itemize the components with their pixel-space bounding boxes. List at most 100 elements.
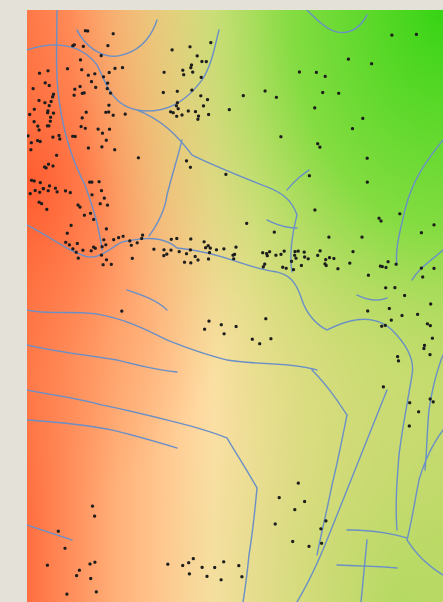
sample-point	[205, 98, 210, 102]
sample-point	[297, 70, 301, 74]
sample-point	[41, 187, 45, 191]
sample-point	[184, 159, 189, 163]
sample-point	[64, 240, 68, 244]
sample-point	[366, 273, 370, 277]
sample-point	[136, 156, 140, 160]
sample-point	[101, 75, 106, 79]
sample-point	[241, 94, 245, 98]
sample-points	[27, 29, 436, 596]
sample-point	[69, 223, 73, 227]
sample-point	[29, 178, 34, 182]
river-east-mid	[411, 249, 443, 281]
interpolation-map[interactable]	[27, 10, 443, 602]
sample-point	[53, 186, 57, 190]
sample-point	[65, 67, 70, 71]
sample-point	[370, 62, 374, 66]
map-panel[interactable]	[27, 10, 443, 602]
sample-point	[232, 257, 236, 261]
river-north-inner	[76, 19, 158, 57]
sample-point	[92, 217, 96, 222]
sample-point	[396, 355, 400, 359]
sample-point	[182, 260, 187, 264]
sample-point	[135, 241, 139, 245]
sample-point	[49, 115, 53, 119]
sample-point	[207, 112, 211, 117]
sample-point	[175, 89, 179, 93]
sample-point	[213, 565, 217, 570]
sample-point	[33, 188, 37, 193]
sample-point	[104, 138, 108, 142]
sample-point	[195, 54, 199, 58]
sample-point	[327, 256, 332, 260]
sample-point	[37, 128, 41, 132]
river-trib-b	[296, 389, 388, 602]
sample-point	[350, 127, 355, 131]
sample-point	[102, 196, 106, 200]
sample-point	[106, 81, 110, 85]
sample-point	[175, 114, 179, 118]
sample-point	[32, 107, 36, 111]
sample-point	[293, 508, 297, 512]
sample-point	[89, 576, 93, 581]
sample-point	[237, 564, 241, 568]
sample-point	[93, 560, 97, 564]
sample-point	[96, 127, 100, 131]
sample-point	[419, 266, 423, 270]
sample-point	[57, 133, 61, 138]
sample-point	[113, 66, 117, 70]
sample-point	[291, 539, 295, 544]
sample-point	[90, 504, 95, 508]
sample-point	[407, 424, 411, 428]
river-network	[27, 10, 443, 602]
sample-point	[214, 248, 219, 252]
sample-point	[88, 180, 92, 184]
sample-point	[261, 265, 265, 269]
sample-point	[204, 246, 208, 250]
sample-point	[332, 256, 336, 261]
sample-point	[171, 111, 175, 115]
sample-point	[189, 237, 193, 241]
sample-point	[120, 66, 125, 70]
sample-point	[431, 400, 435, 404]
sample-point	[263, 262, 267, 266]
sample-point	[294, 256, 298, 260]
sample-point	[181, 68, 185, 72]
sample-point	[193, 110, 198, 114]
sample-point	[51, 92, 56, 96]
sample-point	[430, 336, 434, 340]
sample-point	[284, 266, 288, 270]
sample-point	[104, 243, 108, 247]
sample-point	[169, 237, 173, 241]
sample-point	[128, 239, 132, 243]
sample-point	[93, 246, 97, 250]
sample-point	[55, 190, 59, 194]
river-east-upper	[306, 10, 368, 34]
sample-point	[46, 162, 51, 166]
sample-point	[422, 343, 427, 347]
sample-point	[63, 546, 67, 550]
sample-point	[51, 164, 55, 168]
sample-point	[432, 266, 436, 270]
sample-point	[76, 203, 80, 207]
river-trib-c	[395, 374, 413, 531]
sample-point	[129, 243, 133, 247]
sample-point	[100, 131, 105, 135]
sample-point	[104, 258, 109, 262]
sample-point	[76, 256, 80, 260]
sample-point	[419, 231, 423, 235]
sample-point	[46, 69, 50, 73]
sample-point	[82, 91, 86, 95]
sample-point	[272, 230, 276, 234]
river-trib-h	[336, 564, 398, 569]
sample-point	[31, 87, 35, 91]
sample-point	[323, 74, 327, 78]
sample-point	[273, 522, 277, 526]
sample-point	[161, 90, 165, 95]
sample-point	[43, 165, 47, 169]
sample-point	[207, 251, 212, 255]
river-trib-e	[316, 414, 348, 556]
sample-point	[123, 112, 127, 116]
sample-point	[293, 253, 297, 257]
sample-point	[43, 101, 47, 105]
sample-point	[277, 496, 281, 500]
